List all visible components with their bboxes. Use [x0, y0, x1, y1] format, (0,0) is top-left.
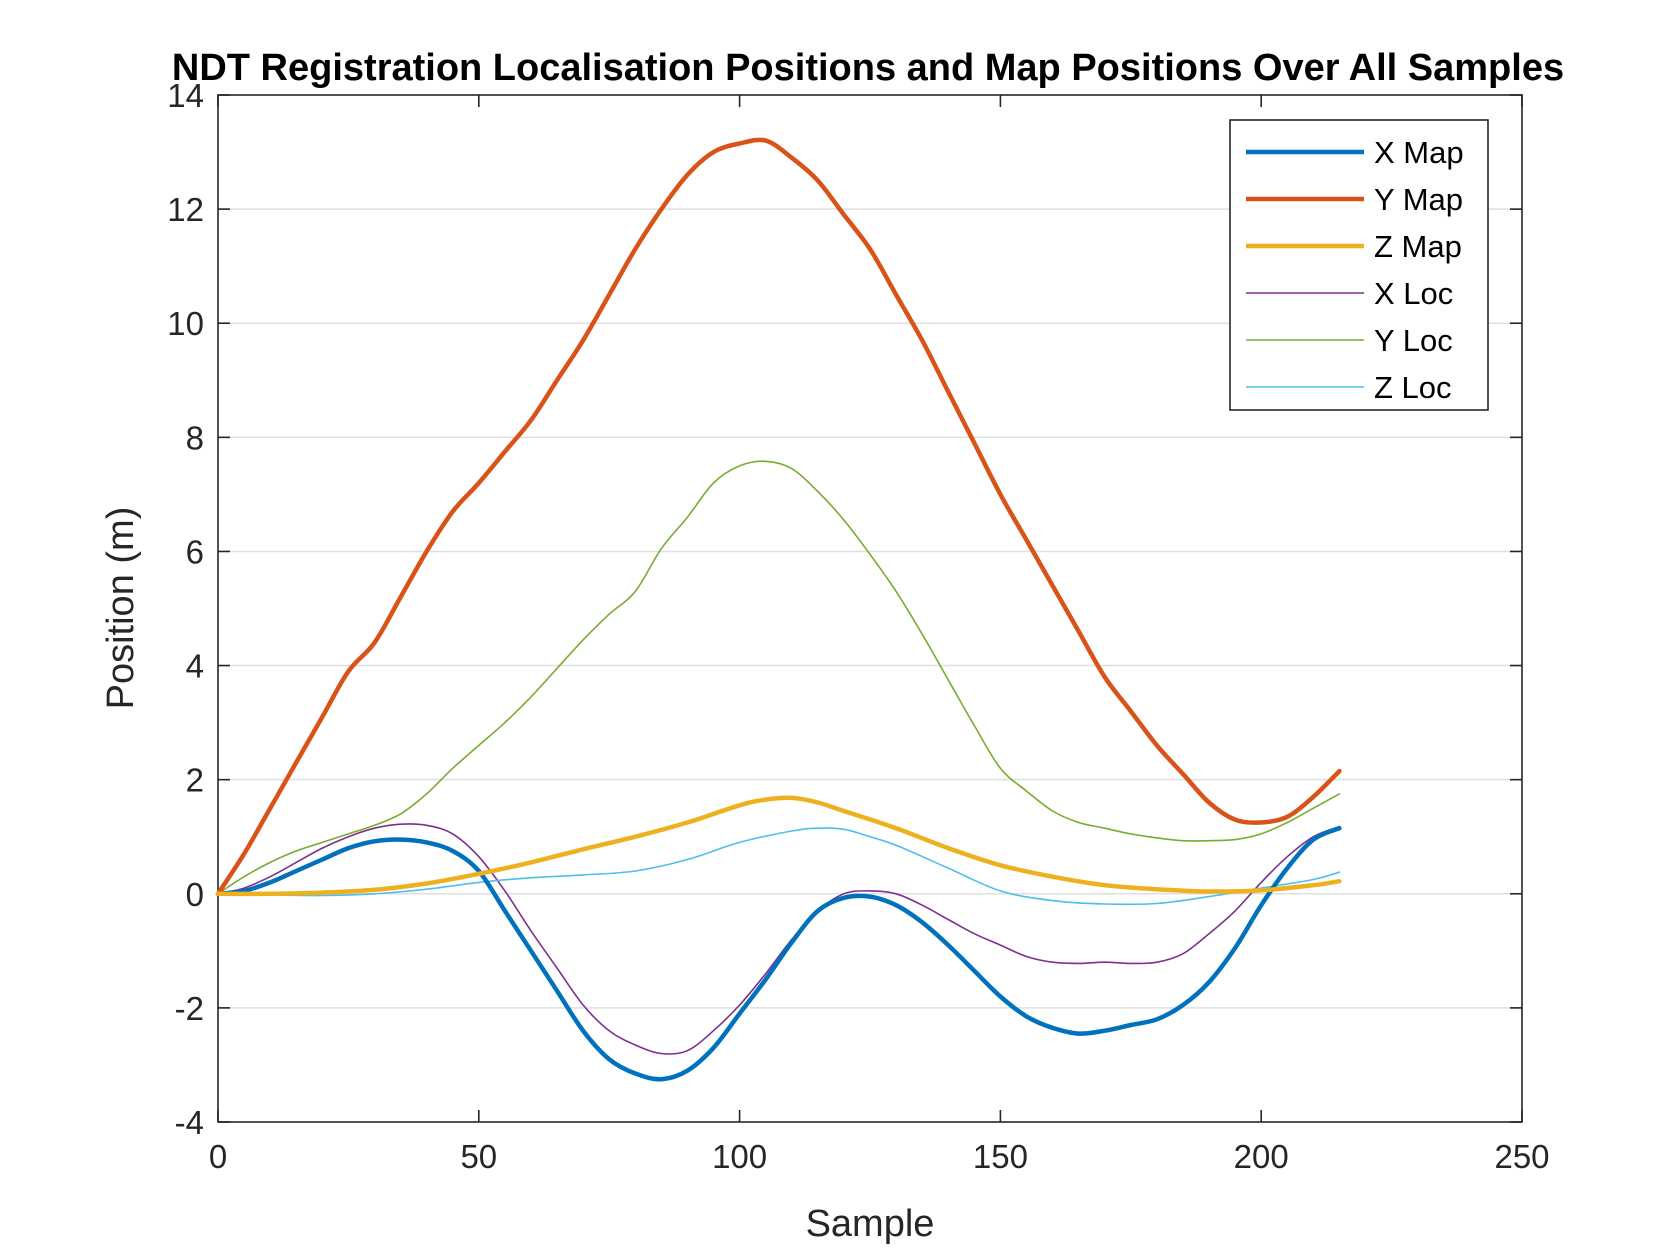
legend-box [1229, 119, 1489, 411]
series-line-z-map [215, 795, 1342, 897]
x-axis-label: Sample [806, 1203, 935, 1245]
x-tick-label: 200 [1234, 1138, 1289, 1175]
legend-label-x-map: X Map [1374, 135, 1464, 170]
x-tick-label: 100 [712, 1138, 767, 1175]
legend-label-x-loc: X Loc [1374, 276, 1453, 311]
y-tick-label: 4 [186, 648, 204, 685]
axis-ticks: -4 -2 0 2 4 6 8 10 12 14 0 50 100 150 200 250 [167, 77, 1549, 1175]
y-tick-label: -4 [175, 1104, 204, 1141]
x-tick-label: 0 [209, 1138, 227, 1175]
x-tick-label: 150 [973, 1138, 1028, 1175]
plot-lines [215, 137, 1342, 1082]
legend-label-y-map: Y Map [1374, 182, 1463, 217]
y-tick-label: 12 [167, 191, 204, 228]
series-line-z-loc [217, 827, 1341, 906]
y-tick-label: 14 [167, 77, 204, 114]
series-line-x-loc [217, 823, 1341, 1055]
y-axis-label: Position (m) [100, 507, 142, 710]
y-tick-label: -2 [175, 990, 204, 1027]
chart-title: NDT Registration Localisation Positions … [172, 47, 1564, 89]
grid [218, 208, 1522, 1009]
y-tick-label: 10 [167, 305, 204, 342]
x-tick-label: 50 [460, 1138, 497, 1175]
y-tick-label: 0 [186, 876, 204, 913]
legend-label-z-loc: Z Loc [1374, 370, 1452, 405]
axes-box [217, 94, 1523, 1123]
y-tick-label: 6 [186, 533, 204, 570]
series-line-x-map [215, 825, 1342, 1082]
legend: X Map Y Map Z Map X Loc Y Loc Z Loc [1229, 119, 1489, 411]
legend-label-y-loc: Y Loc [1374, 323, 1453, 358]
y-tick-label: 2 [186, 762, 204, 799]
y-tick-label: 8 [186, 419, 204, 456]
series-line-y-loc [217, 460, 1341, 895]
legend-label-z-map: Z Map [1374, 229, 1462, 264]
series-line-y-map [215, 137, 1342, 897]
x-tick-label: 250 [1494, 1138, 1549, 1175]
